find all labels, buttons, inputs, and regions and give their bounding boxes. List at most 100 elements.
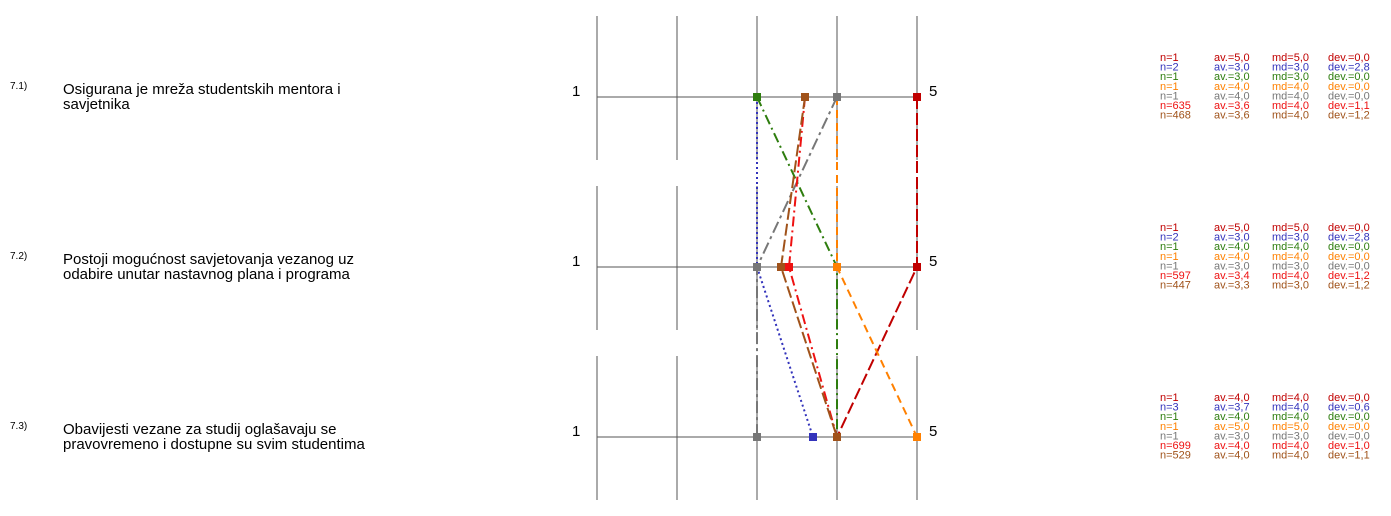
stat-av: av.=3,4 [1214, 270, 1250, 282]
statistics-tables: n=1 av.=5,0 md=5,0 dev.=0,0 n=2 av.=3,0 md=3,0… [1160, 52, 1370, 462]
series-4-point [913, 433, 921, 441]
stat-av: av.=3,6 [1214, 100, 1250, 112]
question-text-line: Obavijesti vezane za studij oglašavaju s… [63, 421, 337, 438]
series-markers [753, 93, 921, 441]
stat-md: md=4,0 [1272, 411, 1309, 423]
stat-md: md=4,0 [1272, 90, 1309, 102]
scale-max-label: 5 [929, 83, 937, 100]
question-text-line: Postoji mogućnost savjetovanja vezanog u… [63, 251, 354, 268]
stat-n: n=1 [1160, 241, 1179, 253]
stat-av: av.=3,7 [1214, 402, 1250, 414]
stat-md: md=4,0 [1272, 392, 1309, 404]
stat-md: md=3,0 [1272, 62, 1309, 74]
stat-md: md=5,0 [1272, 222, 1309, 234]
question-labels: 7.1) Osigurana je mreža studentskih mento… [10, 81, 937, 453]
stat-dev: dev.=0,0 [1328, 392, 1370, 404]
stat-av: av.=3,6 [1214, 110, 1250, 122]
stat-n: n=1 [1160, 251, 1179, 263]
series-7-point [801, 93, 809, 101]
scale-min-label: 1 [572, 83, 580, 100]
stat-n: n=468 [1160, 110, 1191, 122]
stat-md: md=3,0 [1272, 232, 1309, 244]
scale-min-label: 1 [572, 253, 580, 270]
series-line-6 [787, 96, 838, 438]
series-7-point [833, 433, 841, 441]
stat-n: n=1 [1160, 421, 1179, 433]
stat-dev: dev.=0,0 [1328, 222, 1370, 234]
question-number: 7.1) [10, 81, 27, 92]
stat-n: n=1 [1160, 81, 1179, 93]
scale-max-label: 5 [929, 423, 937, 440]
stat-av: av.=3,0 [1214, 232, 1250, 244]
stat-av: av.=5,0 [1214, 222, 1250, 234]
stat-md: md=3,0 [1272, 71, 1309, 83]
question-text-line: pravovremeno i dostupne su svim studenti… [63, 436, 365, 453]
stat-dev: dev.=0,0 [1328, 260, 1370, 272]
question-text-line: Osigurana je mreža studentskih mentora i [63, 81, 341, 98]
stat-dev: dev.=0,0 [1328, 90, 1370, 102]
stat-av: av.=3,0 [1214, 71, 1250, 83]
stat-n: n=597 [1160, 270, 1191, 282]
stat-dev: dev.=2,8 [1328, 232, 1370, 244]
series-4-point [833, 263, 841, 271]
stat-av: av.=4,0 [1214, 90, 1250, 102]
stat-dev: dev.=0,0 [1328, 71, 1370, 83]
stat-av: av.=4,0 [1214, 392, 1250, 404]
stat-dev: dev.=0,0 [1328, 81, 1370, 93]
stat-md: md=5,0 [1272, 421, 1309, 433]
stat-av: av.=3,0 [1214, 260, 1250, 272]
stat-md: md=4,0 [1272, 440, 1309, 452]
stat-av: av.=4,0 [1214, 450, 1250, 462]
scale-max-label: 5 [929, 253, 937, 270]
stat-md: md=4,0 [1272, 241, 1309, 253]
series-1-point [913, 263, 921, 271]
stat-md: md=5,0 [1272, 52, 1309, 64]
stat-n: n=1 [1160, 411, 1179, 423]
series-1-point [913, 93, 921, 101]
stat-dev: dev.=1,2 [1328, 270, 1370, 282]
stat-n: n=1 [1160, 430, 1179, 442]
stat-md: md=4,0 [1272, 100, 1309, 112]
stat-av: av.=4,0 [1214, 241, 1250, 253]
stat-md: md=3,0 [1272, 260, 1309, 272]
question-number: 7.3) [10, 421, 27, 432]
series-5-point [753, 263, 761, 271]
stat-dev: dev.=1,1 [1328, 100, 1370, 112]
stat-dev: dev.=0,0 [1328, 421, 1370, 433]
stat-dev: dev.=1,1 [1328, 450, 1370, 462]
stat-md: md=4,0 [1272, 270, 1309, 282]
stat-md: md=3,0 [1272, 430, 1309, 442]
question-number: 7.2) [10, 251, 27, 262]
stat-n: n=529 [1160, 450, 1191, 462]
stat-av: av.=5,0 [1214, 421, 1250, 433]
stat-av: av.=3,0 [1214, 62, 1250, 74]
series-7-point [777, 263, 785, 271]
stat-av: av.=4,0 [1214, 411, 1250, 423]
stat-n: n=2 [1160, 232, 1179, 244]
stat-dev: dev.=0,0 [1328, 52, 1370, 64]
stat-av: av.=3,3 [1214, 280, 1250, 292]
stat-dev: dev.=0,0 [1328, 430, 1370, 442]
stat-dev: dev.=1,2 [1328, 110, 1370, 122]
stat-av: av.=3,0 [1214, 430, 1250, 442]
question-text-line: savjetnika [63, 96, 130, 113]
stat-dev: dev.=0,0 [1328, 241, 1370, 253]
stat-md: md=4,0 [1272, 81, 1309, 93]
series-6-point [785, 263, 793, 271]
series-5-point [833, 93, 841, 101]
scale-min-label: 1 [572, 423, 580, 440]
stat-av: av.=5,0 [1214, 52, 1250, 64]
stat-dev: dev.=0,0 [1328, 251, 1370, 263]
stat-n: n=699 [1160, 440, 1191, 452]
stat-md: md=4,0 [1272, 402, 1309, 414]
stat-n: n=447 [1160, 280, 1191, 292]
series-3-point [753, 93, 761, 101]
stat-dev: dev.=2,8 [1328, 62, 1370, 74]
stat-dev: dev.=0,6 [1328, 402, 1370, 414]
series-5-point [753, 433, 761, 441]
stat-dev: dev.=1,0 [1328, 440, 1370, 452]
stat-n: n=1 [1160, 90, 1179, 102]
stat-av: av.=4,0 [1214, 251, 1250, 263]
stat-md: md=4,0 [1272, 251, 1309, 263]
